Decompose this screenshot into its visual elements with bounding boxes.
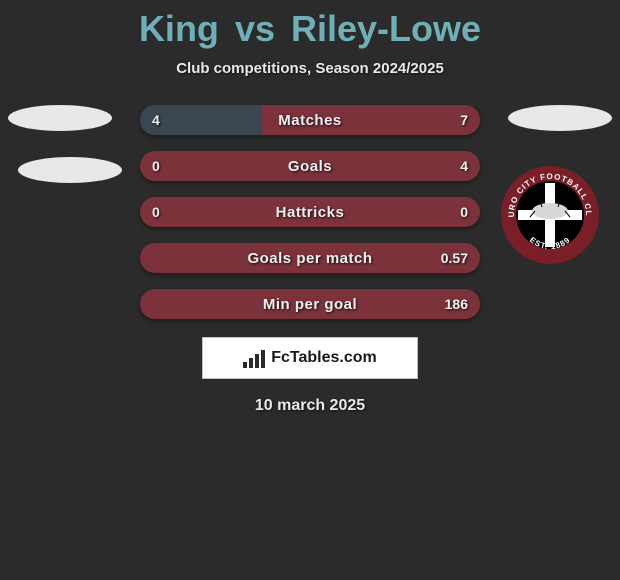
- brand-text: FcTables.com: [271, 349, 377, 367]
- player1-name: King: [139, 8, 219, 49]
- stats-container: TRURO CITY FOOTBALL CLUB EST. 1889 4Matc…: [0, 105, 620, 319]
- player1-badge-placeholder: [8, 105, 112, 131]
- stat-value-right: 0.57: [441, 243, 468, 273]
- subtitle: Club competitions, Season 2024/2025: [0, 60, 620, 77]
- footer-date: 10 march 2025: [0, 397, 620, 415]
- bar-chart-icon: [243, 348, 265, 368]
- stat-label: Matches: [140, 105, 480, 135]
- stat-row: 4Matches7: [140, 105, 480, 135]
- stat-row: Min per goal186: [140, 289, 480, 319]
- stat-label: Min per goal: [140, 289, 480, 319]
- player2-badge-placeholder: [508, 105, 612, 131]
- stat-label: Goals: [140, 151, 480, 181]
- player2-club-crest: TRURO CITY FOOTBALL CLUB EST. 1889: [500, 165, 600, 265]
- brand-box[interactable]: FcTables.com: [202, 337, 418, 379]
- stat-value-right: 4: [460, 151, 468, 181]
- stat-row: Goals per match0.57: [140, 243, 480, 273]
- stat-row: 0Goals4: [140, 151, 480, 181]
- stat-value-right: 186: [445, 289, 468, 319]
- stat-row: 0Hattricks0: [140, 197, 480, 227]
- player1-badge-placeholder-2: [18, 157, 122, 183]
- stat-label: Goals per match: [140, 243, 480, 273]
- vs-label: vs: [235, 8, 275, 49]
- player2-name: Riley-Lowe: [291, 8, 481, 49]
- comparison-title: King vs Riley-Lowe: [0, 0, 620, 50]
- stat-value-right: 7: [460, 105, 468, 135]
- stat-label: Hattricks: [140, 197, 480, 227]
- stat-value-right: 0: [460, 197, 468, 227]
